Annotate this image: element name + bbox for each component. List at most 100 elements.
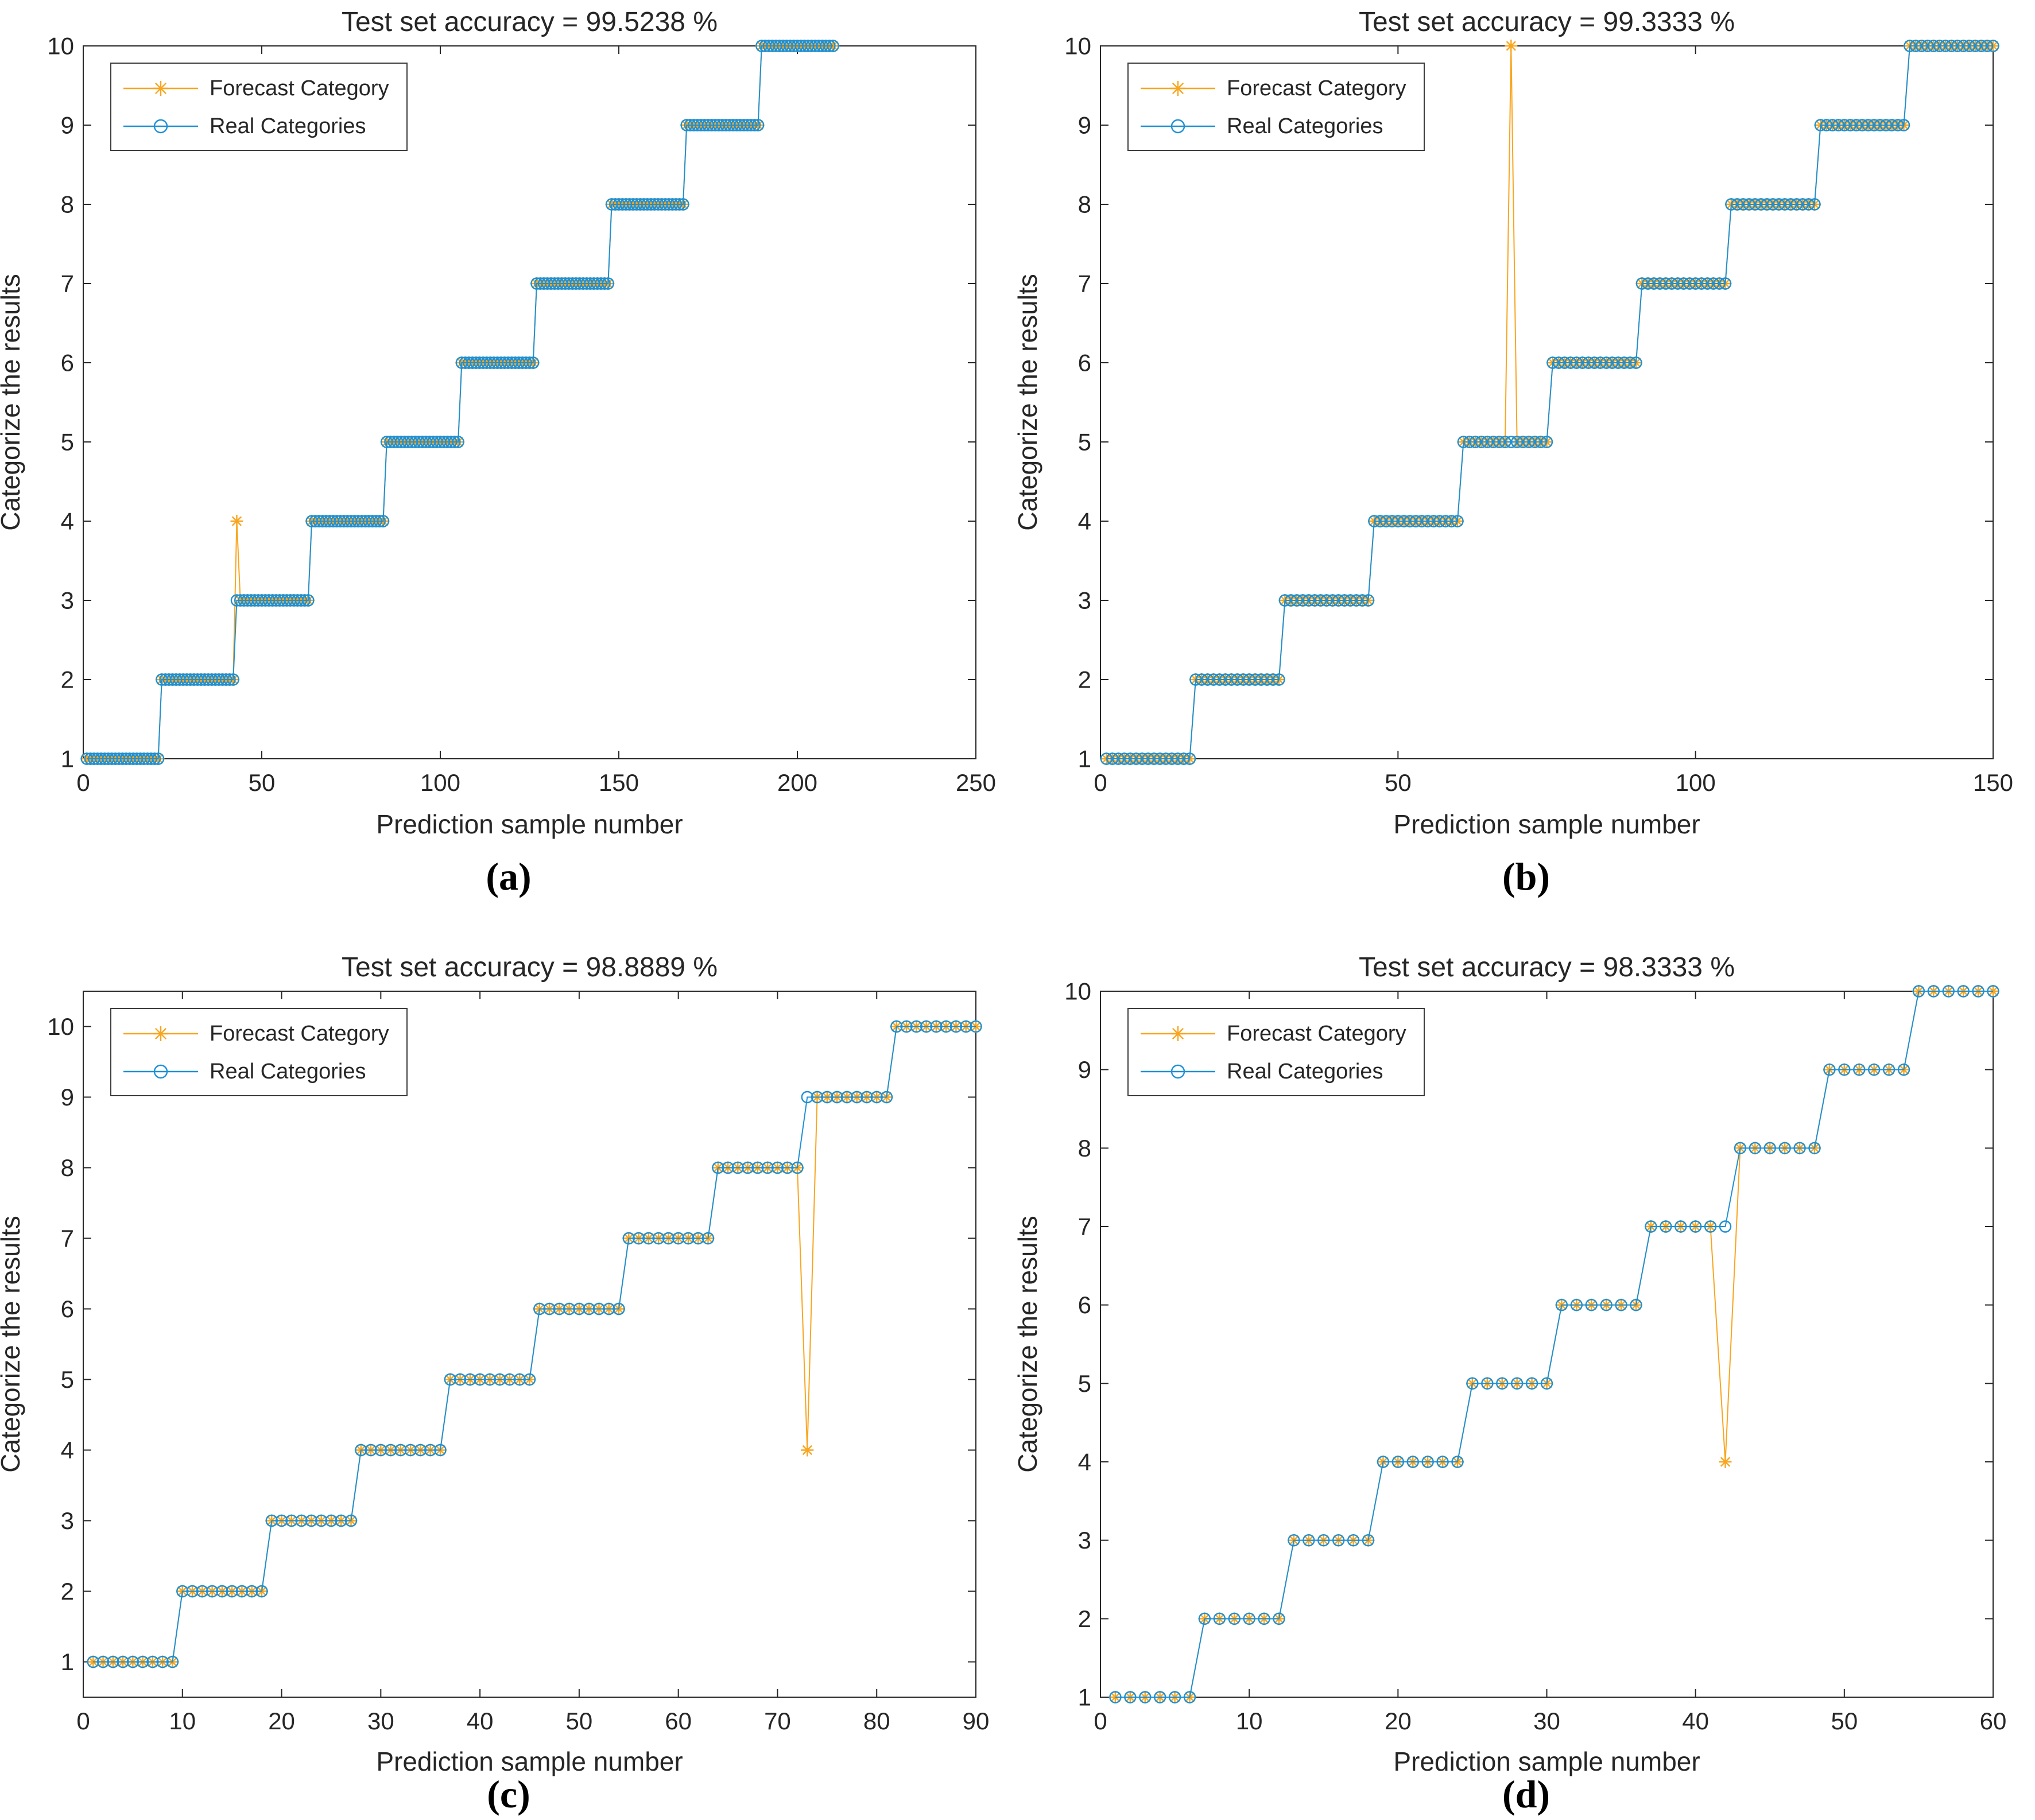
axes-box: [1100, 45, 1994, 759]
y-tick-label: 1: [1078, 746, 1091, 773]
legend: Forecast Category Real Categories: [110, 63, 408, 151]
x-axis-label: Prediction sample number: [376, 1747, 683, 1776]
x-tick-label: 250: [956, 769, 996, 796]
y-tick-label: 5: [1078, 429, 1091, 456]
x-tick-label: 10: [1236, 1708, 1263, 1734]
y-tick-label: 4: [1078, 1449, 1091, 1476]
chart-c-canvas: Test set accuracy = 98.8889 % 0 10 20 30 40 50…: [0, 952, 990, 1776]
x-tick-label: 50: [1385, 769, 1412, 796]
x-tick-label: 200: [777, 769, 817, 796]
legend-label: Forecast Category: [210, 1022, 389, 1046]
x-tick-label: 100: [420, 769, 460, 796]
circle-marker: [1170, 1064, 1185, 1079]
y-tick-label: 9: [61, 1084, 74, 1111]
y-tick-label: 2: [1078, 666, 1091, 693]
x-tick-label: 40: [467, 1708, 494, 1734]
x-tick-label: 30: [1533, 1708, 1560, 1734]
x-tick-label: 50: [566, 1708, 593, 1734]
y-tick-label: 5: [61, 1366, 74, 1393]
asterisk-marker: [153, 1026, 168, 1041]
y-tick-label: 10: [47, 33, 74, 60]
y-tick-label: 8: [61, 191, 74, 218]
chart-title: Test set accuracy = 98.8889 %: [342, 952, 718, 983]
x-tick-label: 50: [249, 769, 276, 796]
y-tick-label: 1: [1078, 1684, 1091, 1711]
chart-b-canvas: Test set accuracy = 99.3333 % 0 50 100 150 1 2…: [1017, 7, 2013, 839]
asterisk-marker: [1170, 81, 1185, 96]
y-tick-label: 8: [61, 1154, 74, 1181]
x-tick-label: 20: [1385, 1708, 1412, 1734]
legend-label: Real Categories: [1227, 114, 1383, 138]
x-tick-label: 70: [764, 1708, 791, 1734]
x-tick-label: 0: [76, 769, 90, 796]
y-axis-label: Categorize the results: [0, 274, 25, 530]
x-tick-label: 0: [1094, 769, 1107, 796]
legend-label: Forecast Category: [210, 76, 389, 100]
axis-ticks: [1100, 991, 1994, 1698]
real-circle-markers: [1100, 40, 1999, 765]
legend-box: [110, 63, 408, 151]
y-tick-label: 10: [1064, 33, 1091, 60]
x-tick-label: 30: [367, 1708, 394, 1734]
subplot-c-caption: (c): [487, 1772, 530, 1816]
x-tick-label: 0: [1094, 1708, 1107, 1734]
real-line: [87, 45, 834, 759]
y-tick-label: 1: [61, 1648, 74, 1675]
x-tick-label: 10: [169, 1708, 196, 1734]
subplot-c: Test set accuracy = 98.8889 % 0 10 20 30 40 50…: [0, 910, 1017, 1820]
legend: Forecast Category Real Categories: [1127, 1008, 1425, 1096]
x-tick-label: 90: [963, 1708, 990, 1734]
circle-marker: [153, 119, 168, 134]
y-tick-label: 3: [61, 587, 74, 614]
legend-label: Real Categories: [1227, 1060, 1383, 1084]
y-tick-label: 4: [1078, 508, 1091, 535]
legend: Forecast Category Real Categories: [110, 1008, 408, 1096]
subplot-b: Test set accuracy = 99.3333 % 0 50 100 150 1 2…: [1017, 0, 2035, 910]
y-tick-label: 4: [61, 1437, 74, 1464]
axes-box: [83, 991, 976, 1698]
y-tick-label: 5: [1078, 1370, 1091, 1397]
x-tick-label: 150: [1973, 769, 2013, 796]
subplot-d-caption: (d): [1502, 1772, 1551, 1816]
real-line: [1106, 45, 1993, 759]
chart-a-canvas: Test set accuracy = 99.5238 % 0 50 100 150 20…: [0, 7, 996, 839]
x-tick-label: 80: [863, 1708, 890, 1734]
real-circle-markers: [80, 40, 839, 765]
y-tick-label: 3: [61, 1507, 74, 1534]
x-tick-label: 50: [1831, 1708, 1858, 1734]
y-tick-label: 6: [1078, 1291, 1091, 1318]
real-circle-markers: [87, 1020, 982, 1668]
subplot-d: Test set accuracy = 98.3333 % 0 10 20 30 40 50…: [1017, 910, 2035, 1820]
x-tick-label: 20: [268, 1708, 295, 1734]
y-axis-label: Categorize the results: [1017, 1216, 1042, 1472]
legend-label: Forecast Category: [1227, 1022, 1406, 1046]
chart-d-canvas: Test set accuracy = 98.3333 % 0 10 20 30 40 50…: [1017, 952, 2007, 1776]
y-tick-label: 10: [47, 1013, 74, 1040]
subplot-b-caption: (b): [1502, 855, 1551, 898]
real-line: [1115, 991, 1993, 1698]
y-tick-label: 6: [61, 1295, 74, 1322]
y-tick-label: 2: [61, 666, 74, 693]
legend-label: Real Categories: [210, 1060, 366, 1084]
chart-title: Test set accuracy = 98.3333 %: [1359, 952, 1735, 983]
asterisk-marker: [153, 81, 168, 96]
legend: Forecast Category Real Categories: [1127, 63, 1425, 151]
y-tick-label: 9: [1078, 112, 1091, 139]
axis-ticks: [83, 991, 976, 1697]
legend-box: [1127, 63, 1425, 151]
y-tick-label: 7: [61, 1225, 74, 1252]
y-tick-label: 6: [61, 350, 74, 377]
y-tick-label: 9: [61, 112, 74, 139]
circle-marker: [153, 1064, 168, 1079]
y-tick-label: 1: [61, 746, 74, 773]
y-tick-label: 6: [1078, 350, 1091, 377]
y-tick-label: 8: [1078, 1135, 1091, 1162]
subplot-a: Test set accuracy = 99.5238 % 0 50 100 150 20…: [0, 0, 1017, 910]
y-tick-label: 3: [1078, 1527, 1091, 1554]
y-axis-label: Categorize the results: [1017, 274, 1042, 530]
y-tick-label: 4: [61, 508, 74, 535]
legend-label: Forecast Category: [1227, 76, 1406, 100]
axis-ticks: [83, 45, 976, 759]
y-tick-label: 5: [61, 429, 74, 456]
x-tick-label: 60: [1980, 1708, 2007, 1734]
